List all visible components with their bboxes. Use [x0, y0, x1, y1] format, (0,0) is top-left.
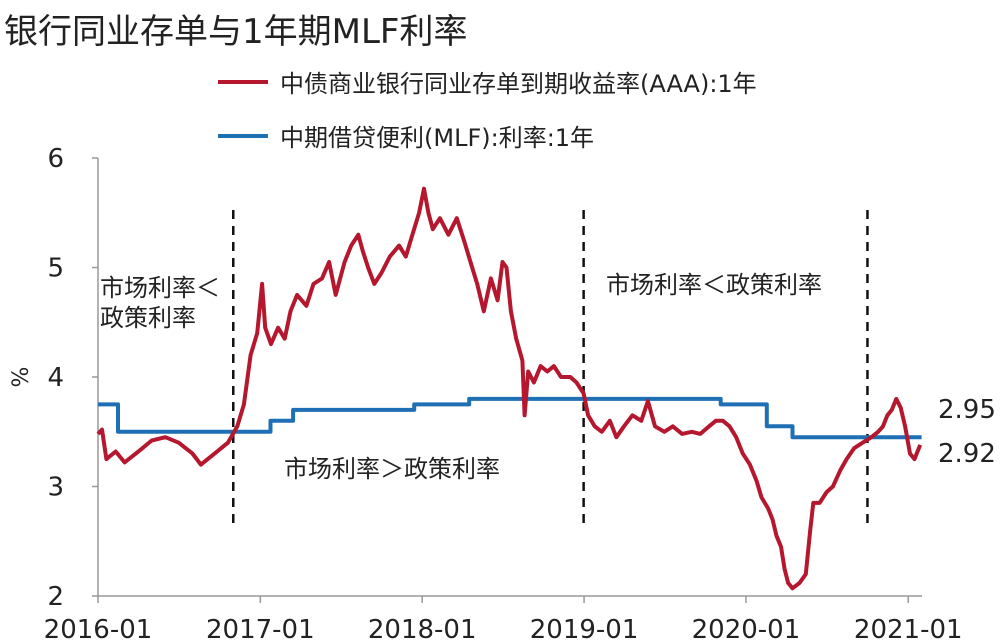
y-tick-label: 6	[47, 144, 64, 174]
x-tick-label: 2018-01	[368, 615, 477, 644]
y-tick-label: 3	[47, 473, 64, 503]
legend: 中债商业银行同业存单到期收益率(AAA):1年 中期借贷便利(MLF):利率:1…	[218, 70, 757, 152]
y-axis-label: %	[9, 367, 34, 388]
chart-title: 银行同业存单与1年期MLF利率	[4, 12, 468, 52]
annotation-market-lt-policy-line2: 政策利率	[100, 304, 196, 332]
legend-label-mlf: 中期借贷便利(MLF):利率:1年	[280, 124, 594, 152]
end-label-upper: 2.95	[938, 395, 996, 425]
annotation-market-gt-policy: 市场利率＞政策利率	[284, 455, 500, 483]
x-tick-label: 2020-01	[692, 615, 801, 644]
end-label-lower: 2.92	[938, 439, 996, 469]
legend-label-cd-yield: 中债商业银行同业存单到期收益率(AAA):1年	[280, 70, 757, 98]
x-tick-label: 2021-01	[854, 615, 963, 644]
x-tick-label: 2017-01	[206, 615, 315, 644]
y-tick-label: 4	[47, 363, 64, 393]
y-tick-label: 2	[47, 582, 64, 612]
series-line-cd-yield	[96, 186, 923, 591]
annotation-market-lt-policy-line1: 市场利率＜	[100, 274, 220, 302]
x-tick-label: 2016-01	[44, 615, 153, 644]
annotation-market-lt-policy: 市场利率＜政策利率	[606, 271, 822, 299]
axes: 2 3 4 5 6% 2016-01 2017-01 2018-01 2019-01 2020-0…	[9, 144, 963, 644]
series-line-mlf	[98, 396, 922, 440]
x-tick-label: 2019-01	[530, 615, 639, 644]
policy-dividers	[232, 210, 869, 524]
series-lines	[96, 186, 923, 591]
y-tick-label: 5	[47, 254, 64, 284]
